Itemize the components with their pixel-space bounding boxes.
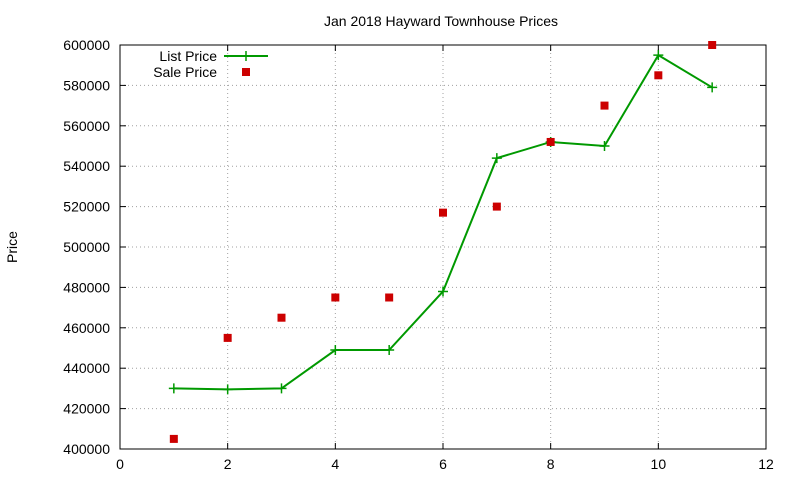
list-price-point [653,50,664,61]
y-tick-label: 460000 [63,320,110,336]
y-tick-label: 580000 [63,77,110,93]
y-tick-label: 600000 [63,37,110,53]
legend-square-marker [242,68,250,76]
y-tick-label: 520000 [63,199,110,215]
list-price-point [384,345,395,356]
legend-plus-marker [241,51,251,61]
list-price-point [599,141,610,151]
list-price-point [707,82,718,93]
x-tick-label: 6 [439,456,447,472]
list-price-point [276,383,287,394]
x-tick-label: 4 [331,456,339,472]
sale-price-point [546,137,555,146]
sale-price-point [277,313,286,322]
list-price-point [491,153,502,164]
y-axis-label: Price [4,231,20,263]
list-price-point [330,345,341,356]
chart-title: Jan 2018 Hayward Townhouse Prices [324,13,558,29]
legend-label: Sale Price [153,64,217,80]
grid-lines [120,45,766,449]
y-tick-label: 500000 [63,239,110,255]
axes: 0 2 4 6 8 10 12 400000 420000 440000 460000 480000 5… [63,37,774,472]
list-price-point [168,383,179,394]
sale-price-point [169,434,178,443]
y-tick-label: 400000 [63,441,110,457]
x-tick-label: 10 [651,456,667,472]
list-price-point [222,384,233,395]
x-tick-label: 12 [758,456,774,472]
sale-price-point [492,202,501,211]
sale-price-point [708,41,717,49]
plot-series [168,41,718,443]
y-tick-label: 480000 [63,279,110,295]
legend-label: List Price [159,48,217,64]
x-tick-label: 0 [116,456,124,472]
x-tick-label: 2 [224,456,232,472]
sale-price-point [385,293,394,302]
list-price-point [438,286,448,297]
y-tick-label: 560000 [63,118,110,134]
sale-price-point [223,333,232,342]
y-tick-label: 420000 [63,401,110,417]
sale-price-point [654,71,663,80]
sale-price-point [439,208,447,217]
y-tick-label: 540000 [63,158,110,174]
x-tick-label: 8 [547,456,555,472]
y-tick-label: 440000 [63,360,110,376]
sale-price-point [331,293,340,302]
sale-price-point [600,101,609,110]
